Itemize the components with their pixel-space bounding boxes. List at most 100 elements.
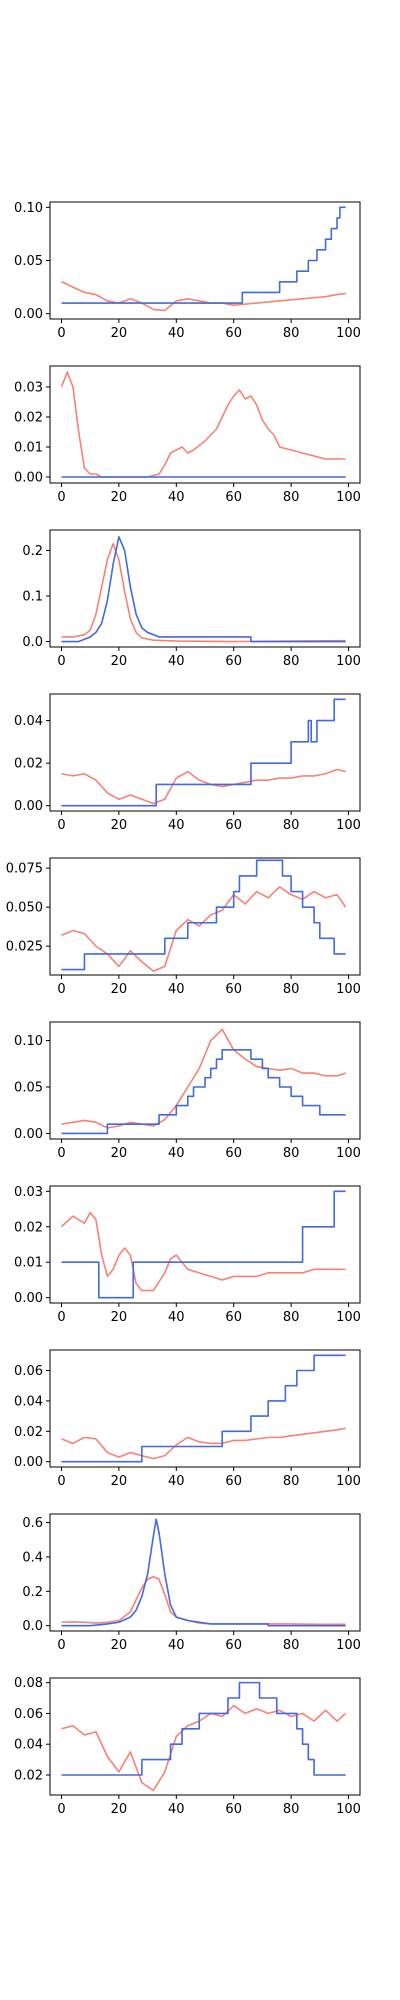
x-tick-label: 40 [168, 1638, 185, 1653]
series-line-salmon [60, 371, 346, 478]
x-tick-label: 60 [225, 1802, 242, 1817]
y-tick-label: 0.02 [14, 1768, 43, 1783]
series-line-blue [61, 698, 346, 807]
series-line-salmon [61, 542, 346, 643]
x-tick-label: 80 [283, 326, 300, 341]
plot-frame [49, 857, 361, 976]
series-line-blue [61, 1354, 346, 1463]
y-tick-label: 0.00 [14, 307, 43, 322]
y-tick-label: 0.06 [14, 1707, 43, 1722]
series-line-salmon [61, 1427, 346, 1460]
x-tick-label: 100 [336, 490, 361, 505]
x-tick-label: 20 [111, 326, 128, 341]
y-tick-label: 0.05 [14, 254, 43, 269]
y-tick-label: 0.10 [14, 201, 43, 216]
y-tick-label: 0.01 [14, 441, 43, 456]
x-tick-label: 60 [225, 1638, 242, 1653]
y-tick-label: 0.2 [22, 544, 43, 559]
y-tick-label: 0.04 [14, 1738, 43, 1753]
series-line-salmon [61, 886, 347, 972]
x-tick-label: 80 [283, 490, 300, 505]
x-tick-label: 80 [283, 1802, 300, 1817]
y-tick-label: 0.05 [14, 1081, 43, 1096]
plot-frame [49, 1349, 361, 1468]
x-tick-label: 80 [283, 654, 300, 669]
x-tick-label: 0 [57, 1310, 65, 1325]
x-tick-label: 60 [225, 490, 242, 505]
chart-panel-8: 0 20 40 60 80 100 0.00 0.02 0.04 0.06 [14, 1349, 361, 1489]
series-line-blue [61, 1049, 346, 1135]
plot-frame [49, 1677, 361, 1796]
x-tick-label: 40 [168, 1310, 185, 1325]
chart-panel-3: 0 20 40 60 80 100 0.0 0.1 0.2 [22, 529, 361, 669]
y-tick-label: 0.01 [14, 1256, 43, 1271]
x-tick-label: 0 [57, 326, 65, 341]
series-line-salmon [61, 1704, 347, 1792]
x-tick-label: 0 [57, 818, 65, 833]
x-tick-label: 60 [225, 1310, 242, 1325]
y-tick-label: 0.2 [22, 1585, 43, 1600]
x-tick-label: 60 [225, 326, 242, 341]
x-tick-label: 20 [111, 1146, 128, 1161]
y-tick-label: 0.08 [14, 1676, 43, 1691]
x-tick-label: 80 [283, 1146, 300, 1161]
x-tick-label: 0 [57, 1802, 65, 1817]
plot-frame [49, 1513, 361, 1632]
chart-panel-1: 0 20 40 60 80 100 0.00 0.05 0.10 [14, 201, 361, 341]
x-tick-label: 20 [111, 818, 128, 833]
y-tick-label: 0.04 [14, 1394, 43, 1409]
x-tick-label: 0 [57, 1474, 65, 1489]
y-tick-label: 0.03 [14, 381, 43, 396]
x-tick-label: 60 [225, 654, 242, 669]
series-line-blue [61, 206, 346, 304]
x-tick-label: 80 [283, 1638, 300, 1653]
y-tick-label: 0.050 [6, 901, 43, 916]
y-tick-label: 0.6 [22, 1516, 43, 1531]
x-tick-label: 80 [283, 1310, 300, 1325]
series-line-blue [61, 1681, 346, 1776]
x-tick-label: 40 [168, 326, 185, 341]
x-tick-label: 20 [111, 654, 128, 669]
plot-frame [49, 365, 361, 484]
x-tick-label: 0 [57, 490, 65, 505]
x-tick-label: 40 [168, 1802, 185, 1817]
x-tick-label: 40 [168, 1474, 185, 1489]
y-tick-label: 0.10 [14, 1034, 43, 1049]
x-tick-label: 100 [336, 326, 361, 341]
y-tick-label: 0.03 [14, 1185, 43, 1200]
x-tick-label: 100 [336, 1146, 361, 1161]
series-line-salmon [61, 281, 346, 312]
x-tick-label: 40 [168, 818, 185, 833]
series-line-salmon [61, 1575, 346, 1626]
plot-frame [49, 1185, 361, 1304]
series-line-salmon [61, 1028, 346, 1129]
x-tick-label: 20 [111, 1802, 128, 1817]
plot-frame [49, 529, 361, 648]
x-tick-label: 100 [336, 654, 361, 669]
x-tick-label: 0 [57, 1638, 65, 1653]
x-tick-label: 60 [225, 818, 242, 833]
x-tick-label: 20 [111, 1474, 128, 1489]
y-tick-label: 0.00 [14, 1127, 43, 1142]
x-tick-label: 20 [111, 1310, 128, 1325]
chart-panel-4: 0 20 40 60 80 100 0.00 0.02 0.04 [14, 693, 361, 833]
x-tick-label: 100 [336, 818, 361, 833]
y-tick-label: 0.00 [14, 471, 43, 486]
plot-frame [49, 1021, 361, 1140]
y-tick-label: 0.02 [14, 1220, 43, 1235]
series-line-salmon [60, 1211, 346, 1292]
x-tick-label: 80 [283, 1474, 300, 1489]
y-tick-label: 0.0 [22, 635, 43, 650]
x-tick-label: 40 [168, 490, 185, 505]
x-tick-label: 60 [225, 982, 242, 997]
y-tick-label: 0.025 [6, 940, 43, 955]
y-tick-label: 0.02 [14, 1425, 43, 1440]
series-line-salmon [61, 768, 346, 805]
x-tick-label: 0 [57, 654, 65, 669]
series-line-blue [61, 1190, 346, 1299]
x-tick-label: 80 [283, 982, 300, 997]
chart-panel-5: 0 20 40 60 80 100 0.025 0.050 0.075 [6, 857, 361, 997]
x-tick-label: 100 [336, 1310, 361, 1325]
chart-panel-9: 0 20 40 60 80 100 0.0 0.2 0.4 0.6 [22, 1513, 361, 1653]
